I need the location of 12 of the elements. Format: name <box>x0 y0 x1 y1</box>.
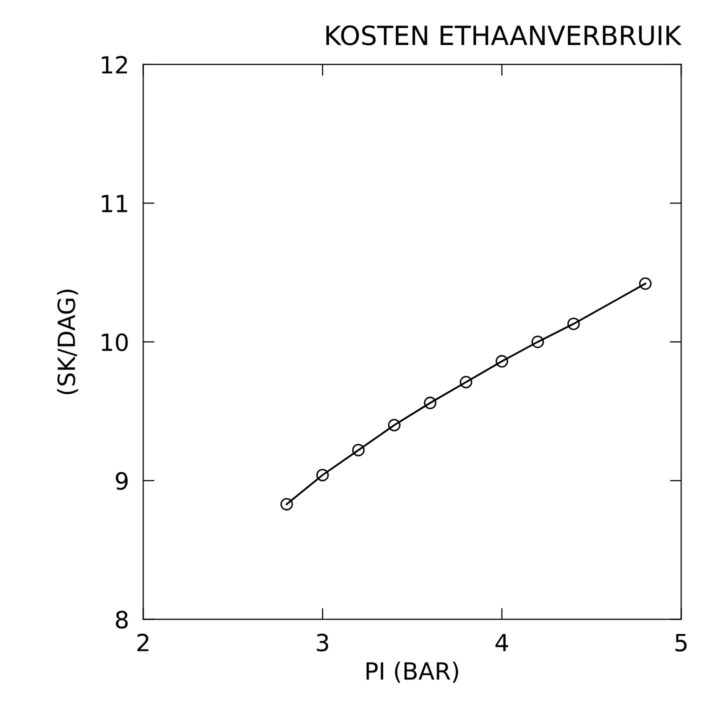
x-tick-label: 4 <box>496 634 508 652</box>
x-axis-title: PI (BAR) <box>366 662 458 683</box>
y-tick-label: 9 <box>116 472 128 490</box>
chart-title: KOSTEN ETHAANVERBRUIK <box>326 25 682 46</box>
y-tick-label: 8 <box>116 610 128 629</box>
x-tick-label: 2 <box>137 634 148 652</box>
y-tick-label: 11 <box>102 194 128 212</box>
y-tick-label: 12 <box>102 56 127 74</box>
x-tick-label: 3 <box>316 634 328 652</box>
y-tick-label: 10 <box>102 333 128 352</box>
x-tick-label: 5 <box>676 634 687 652</box>
y-axis-title: (SK/DAG) <box>57 290 78 394</box>
